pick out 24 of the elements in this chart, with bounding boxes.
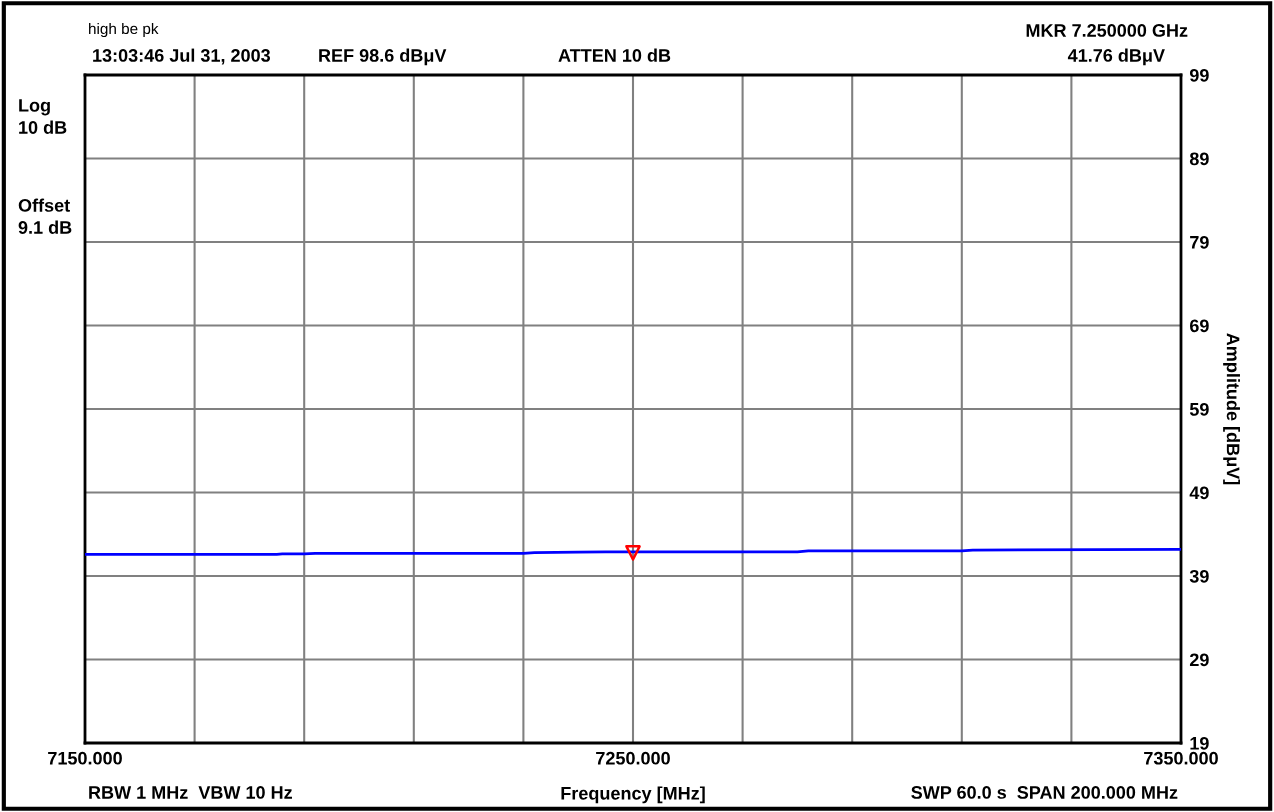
x-tick-label: 7350.000 xyxy=(1144,751,1218,765)
y-tick-label: 89 xyxy=(1189,152,1209,166)
x-axis-title: Frequency [MHz] xyxy=(561,786,705,804)
y-tick-label: 79 xyxy=(1190,235,1209,249)
y-tick-label: 69 xyxy=(1189,319,1209,333)
text: Log 10 dB xyxy=(19,99,67,134)
x-tick-label: 7150.000 xyxy=(48,751,122,765)
text: REF 98.6 dBμV xyxy=(319,48,447,66)
text: high be pk xyxy=(89,22,159,38)
y-tick-label: 19 xyxy=(1190,736,1209,750)
y-axis-title: Amplitude [dBμV] xyxy=(1223,333,1240,485)
y-tick-label: 59 xyxy=(1189,402,1209,416)
text: 41.76 dBμV xyxy=(1067,48,1165,66)
text: RBW 1 MHz VBW 10 Hz xyxy=(89,786,292,799)
text: MKR 7.250000 GHz xyxy=(1026,24,1188,37)
text: 13:03:46 Jul 31, 2003 xyxy=(93,48,271,65)
x-tick-label: 7250.000 xyxy=(596,751,670,765)
y-tick-label: 39 xyxy=(1189,569,1209,583)
y-tick-label: 29 xyxy=(1189,653,1209,667)
text: SWP 60.0 s SPAN 200.000 MHz xyxy=(911,786,1178,799)
y-tick-label: 49 xyxy=(1189,486,1209,500)
text: ATTEN 10 dB xyxy=(558,48,671,62)
y-tick-label: 99 xyxy=(1189,68,1209,82)
text: Offset 9.1 dB xyxy=(18,198,72,234)
